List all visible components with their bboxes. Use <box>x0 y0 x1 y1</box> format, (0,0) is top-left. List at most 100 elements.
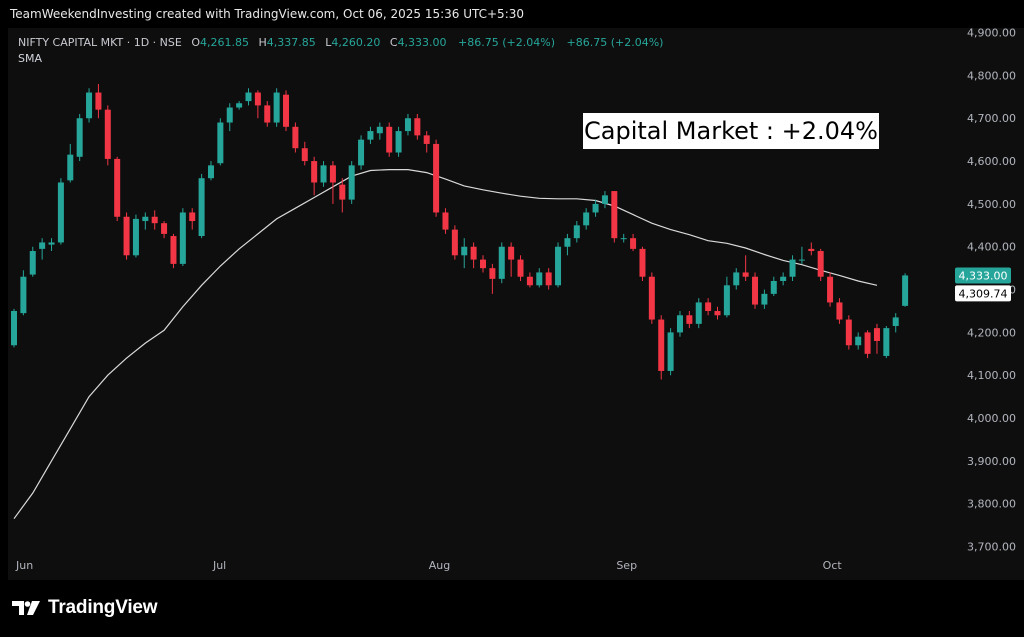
candle-body <box>555 246 562 286</box>
candle-body <box>489 268 496 279</box>
x-tick-label: Jul <box>212 559 226 572</box>
open-label: O <box>191 36 200 49</box>
y-tick-label: 4,000.00 <box>967 412 1016 425</box>
candle-body <box>733 272 740 286</box>
candle-body <box>498 246 505 279</box>
candle-body <box>601 195 608 204</box>
candle-body <box>114 158 121 217</box>
y-tick-label: 4,100.00 <box>967 369 1016 382</box>
candle-body <box>86 92 93 119</box>
candle-body <box>770 281 777 294</box>
candle-body <box>161 223 168 234</box>
candle-body <box>817 251 824 277</box>
y-tick-label: 4,600.00 <box>967 155 1016 168</box>
candle-body <box>339 184 346 200</box>
candle-body <box>29 251 36 275</box>
candle-body <box>798 259 805 261</box>
candle-body <box>864 332 871 354</box>
sma-value-badge <box>955 285 1011 302</box>
candle-body <box>508 246 515 260</box>
candle-body <box>189 212 196 222</box>
candle-body <box>20 276 27 314</box>
annotation-label: Capital Market : +2.04% <box>583 113 879 149</box>
y-tick-label: 4,800.00 <box>967 69 1016 82</box>
candle-body <box>395 131 402 153</box>
close-label: C <box>389 36 398 49</box>
candle-body <box>611 191 618 239</box>
candle-body <box>639 248 646 277</box>
candle-body <box>283 94 290 127</box>
candle-body <box>892 317 899 326</box>
candle-body <box>123 216 130 256</box>
candle-body <box>358 139 365 166</box>
close-value: 4,333.00 <box>397 36 447 49</box>
x-tick-label: Oct <box>823 559 843 572</box>
candle-body <box>179 212 186 264</box>
low-value: 4,260.20 <box>331 36 381 49</box>
candle-body <box>536 272 543 286</box>
sma-line <box>13 169 878 520</box>
candle-body <box>545 272 552 286</box>
candle-body <box>57 182 64 243</box>
attribution-text: TeamWeekendInvesting created with Tradin… <box>10 7 525 21</box>
candle-body <box>592 203 599 213</box>
candle-body <box>170 236 177 264</box>
candle-body <box>67 154 74 181</box>
candle-body <box>573 225 580 239</box>
candle-body <box>433 143 440 213</box>
candle-body <box>151 216 158 224</box>
candle-body <box>808 248 815 252</box>
candle-body <box>95 92 102 110</box>
header-bar: TeamWeekendInvesting created with Tradin… <box>0 0 1024 28</box>
candle-body <box>761 293 768 305</box>
tradingview-logo[interactable]: TradingView <box>12 597 158 619</box>
candle-body <box>695 302 702 324</box>
candle-body <box>442 212 449 230</box>
candle-body <box>648 276 655 320</box>
candle-body <box>367 131 374 140</box>
candle-body <box>845 319 852 346</box>
candle-body <box>254 92 261 106</box>
y-tick-label: 3,700.00 <box>967 541 1016 554</box>
candle-body <box>789 259 796 277</box>
candle-body <box>873 328 880 341</box>
candle-body <box>198 178 205 237</box>
candle-body <box>564 238 571 247</box>
candle-body <box>461 246 468 256</box>
x-tick-label: Sep <box>616 559 637 572</box>
candle-body <box>48 242 55 245</box>
high-value: 4,337.85 <box>266 36 316 49</box>
candle-body <box>217 122 224 164</box>
candle-body <box>723 285 730 316</box>
high-label: H <box>258 36 267 49</box>
symbol-name[interactable]: NIFTY CAPITAL MKT · 1D · NSE <box>18 36 182 49</box>
candle-body <box>620 238 627 240</box>
last-price-label: 4,333.00 <box>959 269 1008 282</box>
candlestick-chart[interactable]: 4,900.00 4,800.00 4,700.00 4,600.00 4,500.00… <box>8 28 1024 580</box>
candle-body <box>273 92 280 123</box>
candle-body <box>329 165 336 183</box>
tradingview-logo-icon <box>12 601 40 615</box>
candle-body <box>686 315 693 324</box>
candle-body <box>780 276 787 282</box>
candle-body <box>583 212 590 226</box>
x-tick-label: Aug <box>429 559 450 572</box>
candle-body <box>76 118 83 157</box>
candle-body <box>104 109 111 159</box>
y-tick-label: 4,400.00 <box>967 241 1016 254</box>
candle-body <box>423 135 430 144</box>
change-value: +86.75 (+2.04%) <box>458 36 555 49</box>
candle-body <box>226 107 233 123</box>
tradingview-wordmark: TradingView <box>48 597 158 618</box>
candle-body <box>236 103 243 108</box>
y-tick-label: 4,200.00 <box>967 326 1016 339</box>
candle-body <box>404 118 411 132</box>
candle-body <box>855 336 862 346</box>
sma-indicator-label[interactable]: SMA <box>18 52 42 65</box>
candle-body <box>311 161 318 183</box>
last-price-badge <box>955 267 1011 284</box>
candle-body <box>470 246 477 260</box>
symbol-legend: NIFTY CAPITAL MKT · 1D · NSE O4,261.85 H… <box>18 36 663 49</box>
candle-body <box>11 310 17 346</box>
candle-body <box>414 118 421 136</box>
